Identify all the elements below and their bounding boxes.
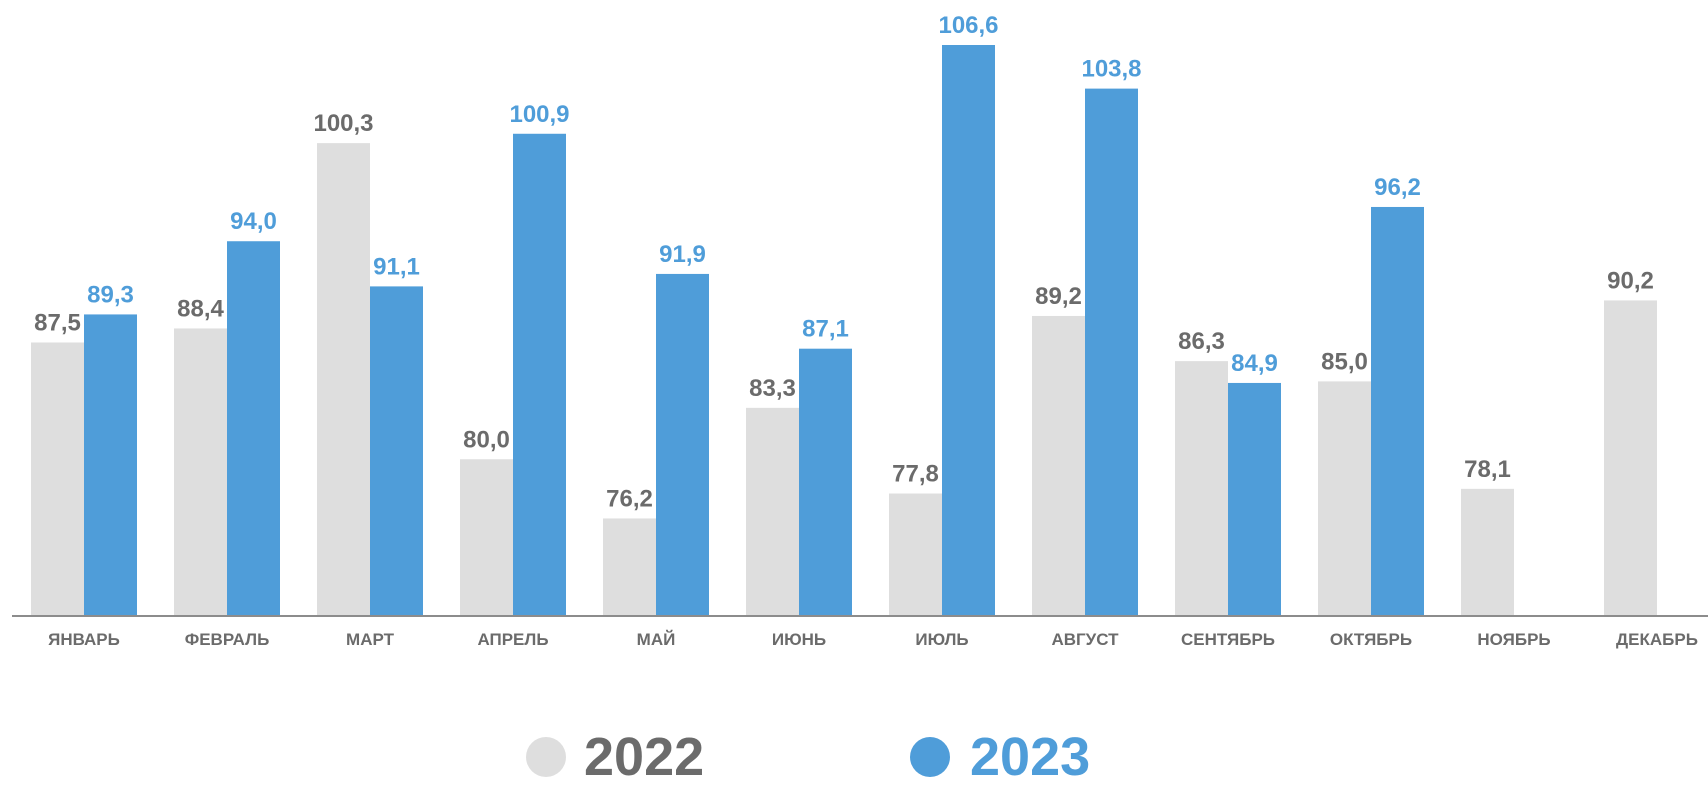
bar-2022 [317,143,370,616]
bar-2022 [1318,381,1371,615]
bars-group [31,45,1657,616]
legend-label-2022: 2022 [584,727,704,787]
data-label-2023: 91,1 [373,253,420,280]
data-label-2022: 86,3 [1178,328,1225,355]
bar-2023 [1085,88,1138,615]
x-tick-label: ФЕВРАЛЬ [185,630,270,649]
x-tick-label: ДЕКАБРЬ [1616,630,1698,649]
x-tick-label: ЯНВАРЬ [48,630,120,649]
x-tick-label: АПРЕЛЬ [477,630,548,649]
bar-2022 [1461,488,1514,615]
legend-label-2023: 2023 [970,727,1090,787]
bar-2022 [1032,315,1085,615]
legend-marker-2023 [910,737,950,777]
data-label-2023: 87,1 [802,316,849,343]
x-tick-label: ОКТЯБРЬ [1330,630,1412,649]
data-label-2023: 89,3 [87,281,134,308]
x-tick-label: ИЮЛЬ [915,630,968,649]
data-label-2022: 89,2 [1035,283,1082,310]
data-label-2023: 96,2 [1374,174,1421,201]
data-label-2023: 100,9 [509,101,569,128]
data-label-2022: 77,8 [892,461,939,488]
bar-2022 [174,328,227,615]
bar-2023 [513,133,566,615]
data-label-2022: 87,5 [34,309,81,336]
data-label-2023: 94,0 [230,208,277,235]
data-label-2022: 100,3 [313,110,373,137]
data-label-2022: 80,0 [463,426,510,453]
data-label-2022: 85,0 [1321,348,1368,375]
bar-2023 [656,273,709,615]
legend-marker-2022 [526,737,566,777]
x-axis-labels-group: ЯНВАРЬ ФЕВРАЛЬ МАРТ АПРЕЛЬ МАЙ ИЮНЬ ИЮЛЬ АВГУСТ… [48,630,1698,649]
bar-2023 [370,286,423,615]
bar-2022 [603,518,656,615]
bar-2023 [84,314,137,615]
data-label-2022: 88,4 [177,295,224,322]
value-labels-group: 87,589,3 88,4 94,0 100,3 91,1 80,0 100,9 76,2 91… [34,12,1654,512]
bar-2022 [889,493,942,615]
bar-2023 [227,241,280,616]
data-label-2023: 106,6 [938,12,998,39]
bar-2022 [31,342,84,615]
bar-2022 [746,407,799,615]
data-label-2022: 90,2 [1607,267,1654,294]
data-label-2023: 84,9 [1231,350,1278,377]
data-label-2022: 78,1 [1464,456,1511,483]
x-tick-label: СЕНТЯБРЬ [1181,630,1275,649]
data-label-2022: 76,2 [606,485,653,512]
x-tick-label: МАЙ [637,630,676,649]
bar-2022 [1175,361,1228,615]
bar-2023 [1371,206,1424,615]
bar-2022 [1604,300,1657,615]
legend: 2022 2023 [526,727,1090,787]
bar-2023 [942,45,995,615]
x-tick-label: АВГУСТ [1051,630,1119,649]
bar-2023 [1228,382,1281,615]
data-label-2022: 83,3 [749,375,796,402]
x-tick-label: МАРТ [346,630,395,649]
x-tick-label: НОЯБРЬ [1477,630,1550,649]
data-label-2023: 103,8 [1081,56,1141,83]
bar-2023 [799,348,852,615]
bar-2022 [460,459,513,615]
data-label-2023: 91,9 [659,241,706,268]
x-tick-label: ИЮНЬ [772,630,826,649]
